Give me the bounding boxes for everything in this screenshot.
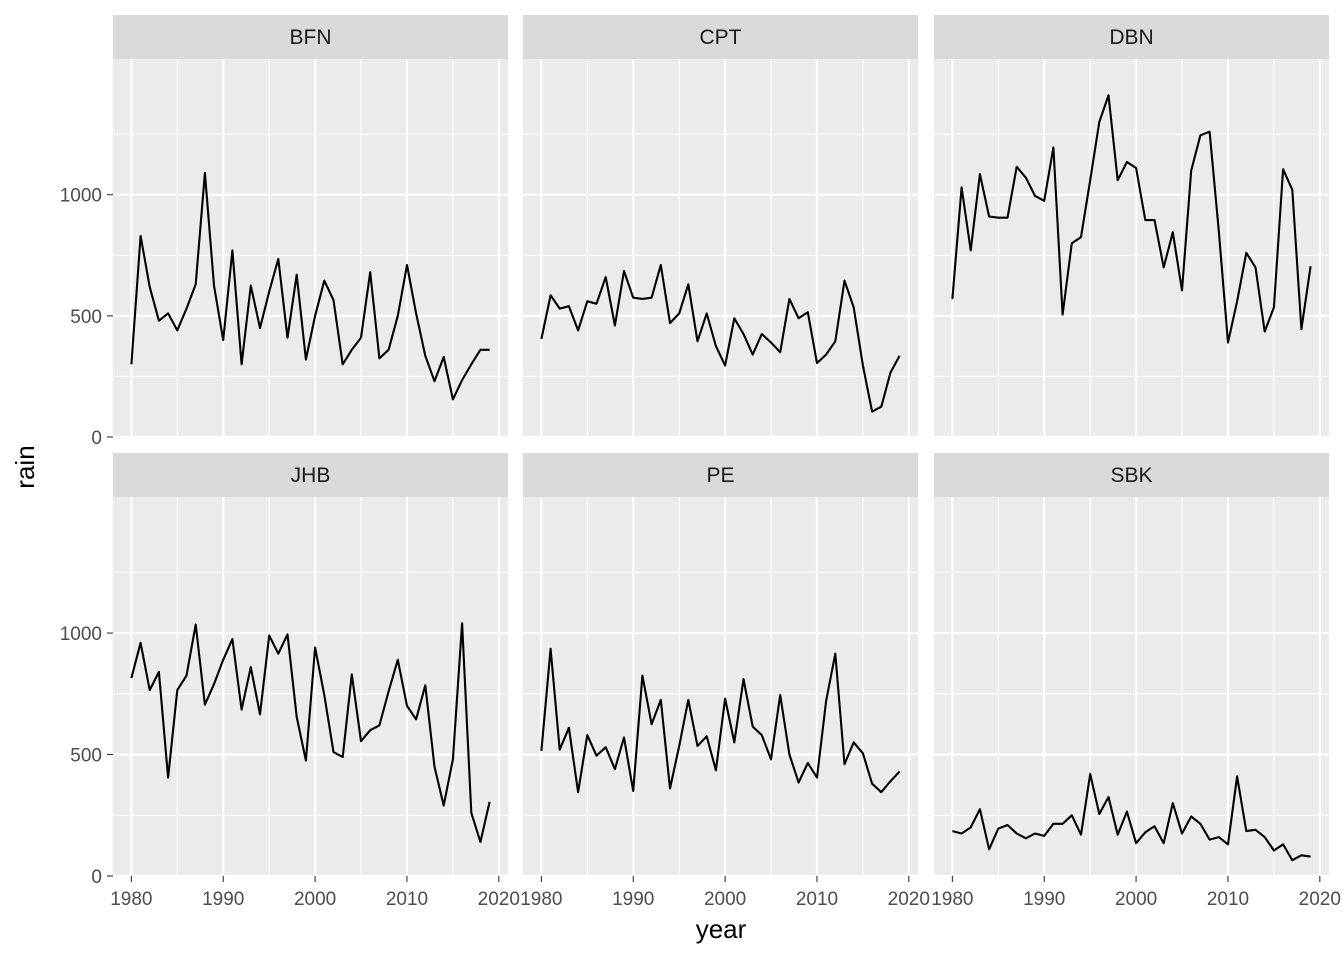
- panel-background: [113, 497, 508, 876]
- x-tick-label: 2000: [1115, 889, 1157, 910]
- facet-strip: [113, 15, 508, 59]
- panel-background: [934, 497, 1329, 876]
- x-tick-label: 1980: [110, 889, 152, 910]
- panel-background: [934, 59, 1329, 437]
- x-tick-label: 2000: [294, 889, 336, 910]
- y-tick-label: 1000: [60, 624, 102, 645]
- series-line-bfn: [130, 171, 490, 401]
- x-tick-label: 2000: [704, 889, 746, 910]
- facet-strip-label: DBN: [1109, 26, 1153, 49]
- series-line-pe: [540, 647, 901, 794]
- series-line-jhb: [130, 622, 491, 844]
- series-line-dbn: [951, 94, 1312, 344]
- facet-strip-label: JHB: [291, 464, 331, 487]
- x-tick-label: 1990: [1023, 889, 1065, 910]
- x-tick-label: 1990: [612, 889, 654, 910]
- panel-bfn: BFN 0 500 1000: [60, 15, 508, 449]
- y-tick-label: 0: [91, 428, 102, 449]
- facet-strip: [934, 15, 1329, 59]
- panel-background: [523, 59, 918, 437]
- panel-background: [113, 59, 508, 437]
- y-tick-label: 500: [70, 746, 102, 767]
- series-line-sbk: [952, 772, 1311, 862]
- y-tick-label: 0: [91, 867, 102, 888]
- panel-jhb: JHB 0 500 1000 1980 1990 2000 2010 2020: [60, 453, 520, 910]
- facet-strip-label: CPT: [700, 26, 742, 49]
- panel-cpt: CPT: [523, 15, 918, 439]
- x-tick-label: 2010: [796, 889, 838, 910]
- x-tick-label: 1980: [520, 889, 562, 910]
- x-tick-label: 2010: [386, 889, 428, 910]
- panels-layer: BFN 0 500 1000 CPT DBN JHB 0 500 1000 1980 1990 2000…: [60, 15, 1341, 910]
- panel-sbk: SBK 1980 1990 2000 2010 2020: [931, 453, 1341, 910]
- facet-strip-label: PE: [706, 464, 734, 487]
- x-axis-title: year: [696, 914, 747, 944]
- y-tick-label: 500: [70, 307, 102, 328]
- x-tick-label: 2010: [1207, 889, 1249, 910]
- facet-strip: [523, 453, 918, 497]
- panel-pe: PE 1980 1990 2000 2010 2020: [520, 453, 930, 910]
- facet-strip: [113, 453, 508, 497]
- facet-strip-label: BFN: [290, 26, 332, 49]
- panel-dbn: DBN: [934, 15, 1329, 439]
- y-axis-title: rain: [10, 445, 40, 488]
- facet-strip: [523, 15, 918, 59]
- facet-strip-label: SBK: [1110, 464, 1152, 487]
- x-tick-label: 1980: [931, 889, 973, 910]
- x-tick-label: 1990: [202, 889, 244, 910]
- x-tick-label: 2020: [478, 889, 520, 910]
- x-tick-label: 2020: [1299, 889, 1341, 910]
- facet-strip: [934, 453, 1329, 497]
- series-line-cpt: [540, 263, 901, 413]
- y-tick-label: 1000: [60, 186, 102, 207]
- x-tick-label: 2020: [888, 889, 930, 910]
- panel-background: [523, 497, 918, 876]
